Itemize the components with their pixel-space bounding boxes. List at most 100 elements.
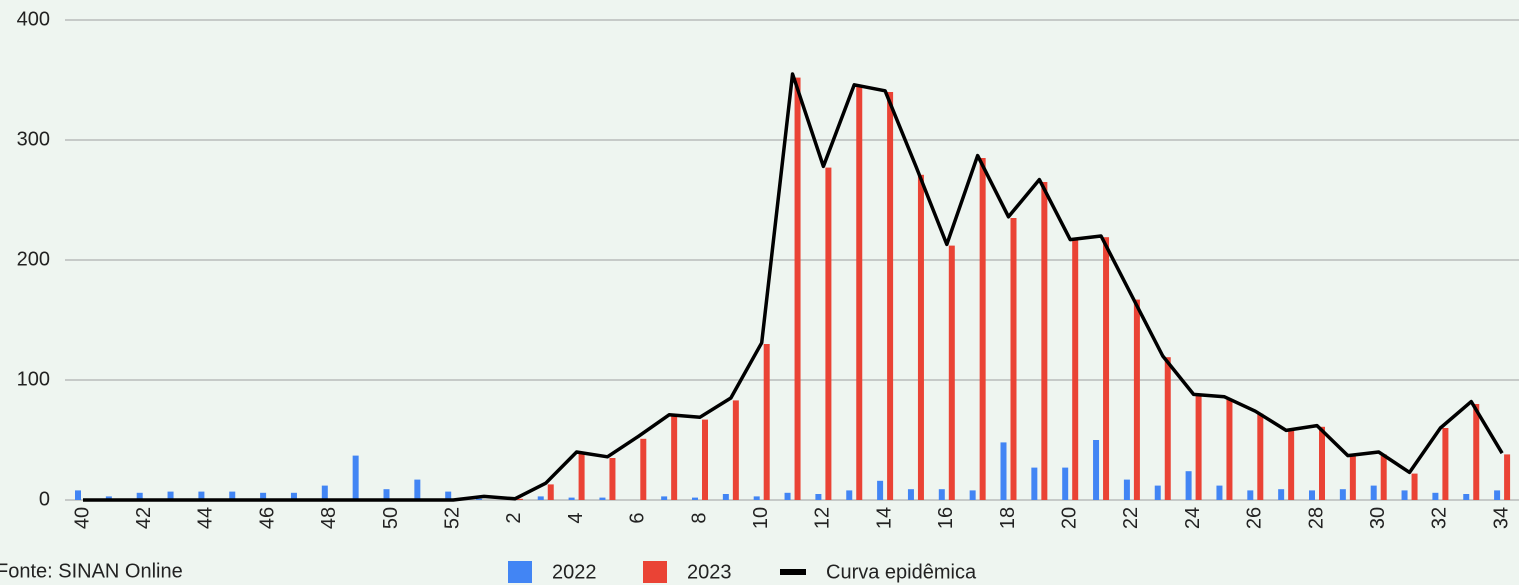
x-tick-label: 6 bbox=[627, 512, 649, 523]
bar bbox=[939, 489, 945, 500]
source-note: Fonte: SINAN Online bbox=[0, 560, 183, 582]
bar bbox=[1041, 182, 1047, 500]
x-tick-label: 28 bbox=[1305, 507, 1327, 529]
bar bbox=[764, 344, 770, 500]
bar bbox=[1288, 429, 1294, 500]
bar bbox=[640, 439, 646, 500]
bar bbox=[918, 175, 924, 500]
x-tick-label: 4 bbox=[565, 512, 587, 523]
bar bbox=[579, 453, 585, 500]
x-tick-label: 34 bbox=[1490, 507, 1512, 529]
bar bbox=[414, 480, 420, 500]
bar bbox=[949, 246, 955, 500]
bar bbox=[1103, 237, 1109, 500]
bar bbox=[1155, 486, 1161, 500]
bar bbox=[1196, 396, 1202, 500]
x-tick-label: 42 bbox=[133, 507, 155, 529]
bar bbox=[548, 484, 554, 500]
bar bbox=[1186, 471, 1192, 500]
bar bbox=[1350, 456, 1356, 500]
bar bbox=[75, 490, 81, 500]
bar bbox=[908, 489, 914, 500]
bar bbox=[322, 486, 328, 500]
bar bbox=[970, 490, 976, 500]
x-tick-label: 32 bbox=[1429, 507, 1451, 529]
legend-swatch bbox=[643, 561, 667, 583]
x-tick-label: 16 bbox=[935, 507, 957, 529]
bar bbox=[723, 494, 729, 500]
x-tick-label: 22 bbox=[1120, 507, 1142, 529]
bar bbox=[609, 458, 615, 500]
bar bbox=[815, 494, 821, 500]
legend-label: 2022 bbox=[552, 561, 597, 583]
x-tick-label: 10 bbox=[750, 507, 772, 529]
bar bbox=[1124, 480, 1130, 500]
bar bbox=[1494, 490, 1500, 500]
legend-swatch bbox=[508, 561, 532, 583]
bar bbox=[538, 496, 544, 500]
bar bbox=[569, 498, 575, 500]
y-tick-label: 100 bbox=[17, 368, 50, 390]
bar bbox=[1412, 474, 1418, 500]
bar bbox=[1165, 357, 1171, 500]
bar bbox=[1371, 486, 1377, 500]
bar bbox=[754, 496, 760, 500]
bar bbox=[1011, 218, 1017, 500]
bar bbox=[1309, 490, 1315, 500]
legend-swatch bbox=[780, 569, 806, 575]
bar bbox=[877, 481, 883, 500]
bar bbox=[599, 498, 605, 500]
x-tick-label: 20 bbox=[1058, 507, 1080, 529]
bar bbox=[1340, 489, 1346, 500]
x-tick-label: 50 bbox=[380, 507, 402, 529]
bar bbox=[733, 400, 739, 500]
x-tick-label: 52 bbox=[441, 507, 463, 529]
bar bbox=[1432, 493, 1438, 500]
bar bbox=[1381, 454, 1387, 500]
x-tick-label: 24 bbox=[1182, 507, 1204, 529]
y-tick-label: 400 bbox=[17, 8, 50, 30]
bar bbox=[825, 168, 831, 500]
bar bbox=[1134, 300, 1140, 500]
bar bbox=[1072, 240, 1078, 500]
bar bbox=[353, 456, 359, 500]
bar bbox=[980, 158, 986, 500]
x-tick-label: 8 bbox=[688, 512, 710, 523]
bar bbox=[1257, 414, 1263, 500]
bar bbox=[1031, 468, 1037, 500]
bar bbox=[856, 86, 862, 500]
bar bbox=[1226, 399, 1232, 500]
y-tick-label: 200 bbox=[17, 248, 50, 270]
bar bbox=[887, 92, 893, 500]
bar bbox=[702, 420, 708, 500]
x-tick-label: 44 bbox=[195, 507, 217, 529]
x-tick-label: 2 bbox=[503, 512, 525, 523]
bar bbox=[661, 496, 667, 500]
bar bbox=[671, 416, 677, 500]
bar bbox=[1402, 490, 1408, 500]
bar bbox=[1278, 489, 1284, 500]
x-tick-label: 26 bbox=[1244, 507, 1266, 529]
bar bbox=[1473, 404, 1479, 500]
x-tick-label: 14 bbox=[873, 507, 895, 529]
bar bbox=[1216, 486, 1222, 500]
x-tick-label: 30 bbox=[1367, 507, 1389, 529]
bar bbox=[1001, 442, 1007, 500]
y-tick-label: 0 bbox=[39, 488, 50, 510]
bar bbox=[1062, 468, 1068, 500]
x-tick-label: 12 bbox=[812, 507, 834, 529]
chart: Fonte: SINAN Online 01002003004004042444… bbox=[0, 0, 1519, 585]
x-tick-label: 40 bbox=[71, 507, 93, 529]
bar bbox=[1319, 427, 1325, 500]
y-tick-label: 300 bbox=[17, 128, 50, 150]
bar bbox=[1247, 490, 1253, 500]
bar bbox=[1442, 428, 1448, 500]
legend-label: Curva epidêmica bbox=[826, 561, 977, 583]
bar bbox=[1463, 494, 1469, 500]
bar bbox=[1093, 440, 1099, 500]
x-tick-label: 48 bbox=[318, 507, 340, 529]
bar bbox=[1504, 454, 1510, 500]
bar bbox=[692, 498, 698, 500]
bar bbox=[846, 490, 852, 500]
x-tick-label: 18 bbox=[997, 507, 1019, 529]
